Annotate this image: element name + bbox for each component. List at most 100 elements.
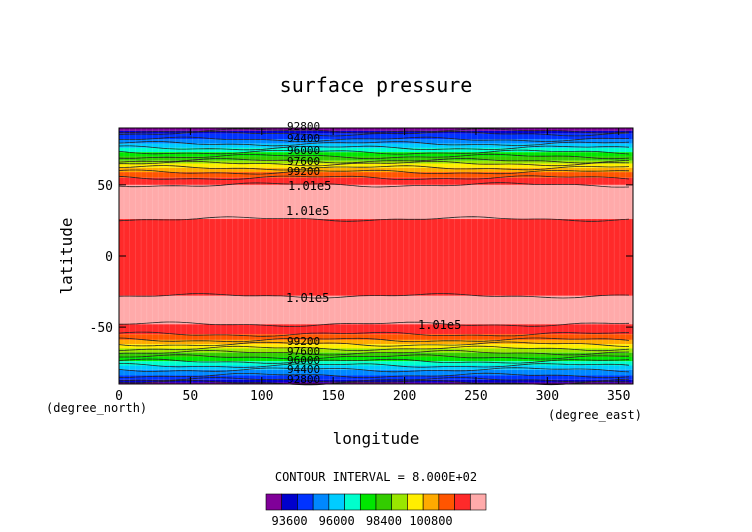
contour-line (119, 363, 630, 368)
colorbar-swatch (265, 493, 283, 511)
contour-line (118, 169, 630, 175)
colorbar-swatch (281, 493, 298, 511)
pressure-band (119, 139, 633, 144)
colorbar-labels: 93600 96000 98400 100800 (272, 514, 453, 528)
pressure-band (119, 133, 633, 140)
contour-label: 1.01e5 (418, 318, 461, 332)
pressure-band (119, 177, 633, 185)
contour-lines (118, 128, 630, 386)
contour-label: 97600 (287, 345, 320, 358)
pressure-band (119, 152, 633, 157)
contour-line (118, 293, 630, 299)
pressure-band (119, 295, 633, 325)
colorbar-label: 96000 (319, 514, 355, 528)
contour-line (119, 321, 630, 327)
contour-line (118, 140, 630, 147)
contour-line (118, 331, 629, 337)
x-tick-label: 300 (536, 389, 559, 404)
y-axis-label: latitude (57, 217, 76, 294)
contour-line (118, 341, 629, 347)
pressure-band (119, 379, 633, 383)
y-axis-ticks: -50 0 50 (90, 179, 633, 336)
contour-line (118, 379, 630, 386)
contour-line (118, 377, 630, 383)
x-tick-label: 350 (607, 389, 630, 404)
pressure-band (119, 352, 633, 357)
pressure-band (119, 219, 633, 296)
contour-line (118, 367, 630, 373)
x-tick-label: 200 (393, 389, 416, 404)
contour-line (119, 354, 629, 360)
contour-label: 94400 (287, 363, 320, 376)
pressure-band (119, 160, 633, 164)
pressure-band (119, 361, 633, 366)
contour-line (118, 175, 630, 180)
contour-line (118, 345, 630, 352)
contour-line (118, 165, 630, 171)
x-tick-label: 50 (183, 389, 199, 404)
pressure-band (119, 324, 633, 335)
colorbar-swatch (454, 493, 471, 511)
colorbar-swatch (328, 493, 345, 511)
contour-label: 96000 (287, 144, 320, 157)
contour-line (118, 145, 630, 151)
contour-label: 1.01e5 (286, 291, 329, 305)
pressure-bands (119, 128, 633, 384)
pressure-band (119, 348, 633, 353)
pressure-band (119, 147, 633, 153)
x-tick-label: 100 (250, 389, 273, 404)
colorbar (265, 493, 487, 511)
chart-title: surface pressure (280, 73, 473, 97)
y-axis-unit: (degree_north) (46, 401, 147, 415)
contour-label: 99200 (287, 335, 320, 348)
contour-label: 92800 (287, 120, 320, 133)
pressure-band (119, 184, 633, 220)
x-axis-ticks: 0 50 100 150 200 250 300 350 (115, 128, 630, 404)
colorbar-swatch (359, 493, 377, 511)
pressure-band (119, 365, 633, 370)
pressure-band (119, 369, 633, 376)
x-axis-label: longitude (333, 429, 420, 448)
pressure-band (119, 334, 633, 340)
contour-line (119, 128, 630, 134)
contour-label: 97600 (287, 155, 320, 168)
contour-line (118, 149, 630, 155)
contour-labels: 9280094400960009760099200992009760096000… (286, 120, 461, 386)
contour-line (119, 372, 630, 379)
pressure-band (119, 356, 633, 362)
contour-line (118, 153, 630, 160)
colorbar-swatch (422, 493, 440, 511)
contour-line (118, 157, 630, 164)
contour-line (118, 130, 630, 137)
pressure-band (119, 163, 633, 168)
contour-label: 1.01e5 (288, 179, 331, 193)
contour-label: 99200 (287, 165, 320, 178)
colorbar-swatch (438, 493, 455, 511)
colorbar-swatch (312, 493, 330, 511)
contour-label: 1.01e5 (286, 204, 329, 218)
x-axis-unit: (degree_east) (548, 408, 642, 422)
pressure-band (119, 172, 633, 178)
contour-line (118, 216, 630, 222)
contour-line (118, 358, 630, 364)
contour-interval-text: CONTOUR INTERVAL = 8.000E+02 (275, 470, 477, 484)
contour-label: 94400 (287, 132, 320, 145)
x-tick-label: 250 (464, 389, 487, 404)
colorbar-swatch (391, 493, 408, 511)
colorbar-swatch (297, 493, 314, 511)
x-tick-label: 0 (115, 389, 123, 404)
contour-line (118, 349, 630, 356)
colorbar-label: 98400 (366, 514, 402, 528)
colorbar-swatch (407, 493, 424, 511)
contour-line (118, 337, 630, 343)
contour-line (118, 182, 630, 188)
pressure-band (119, 382, 633, 384)
colorbar-swatch (344, 493, 361, 511)
colorbar-label: 100800 (409, 514, 452, 528)
y-tick-label: 50 (97, 179, 113, 194)
x-tick-label: 150 (321, 389, 344, 404)
background-grid-texture (123, 128, 632, 384)
y-tick-label: 0 (105, 250, 113, 265)
colorbar-swatch (375, 493, 393, 511)
